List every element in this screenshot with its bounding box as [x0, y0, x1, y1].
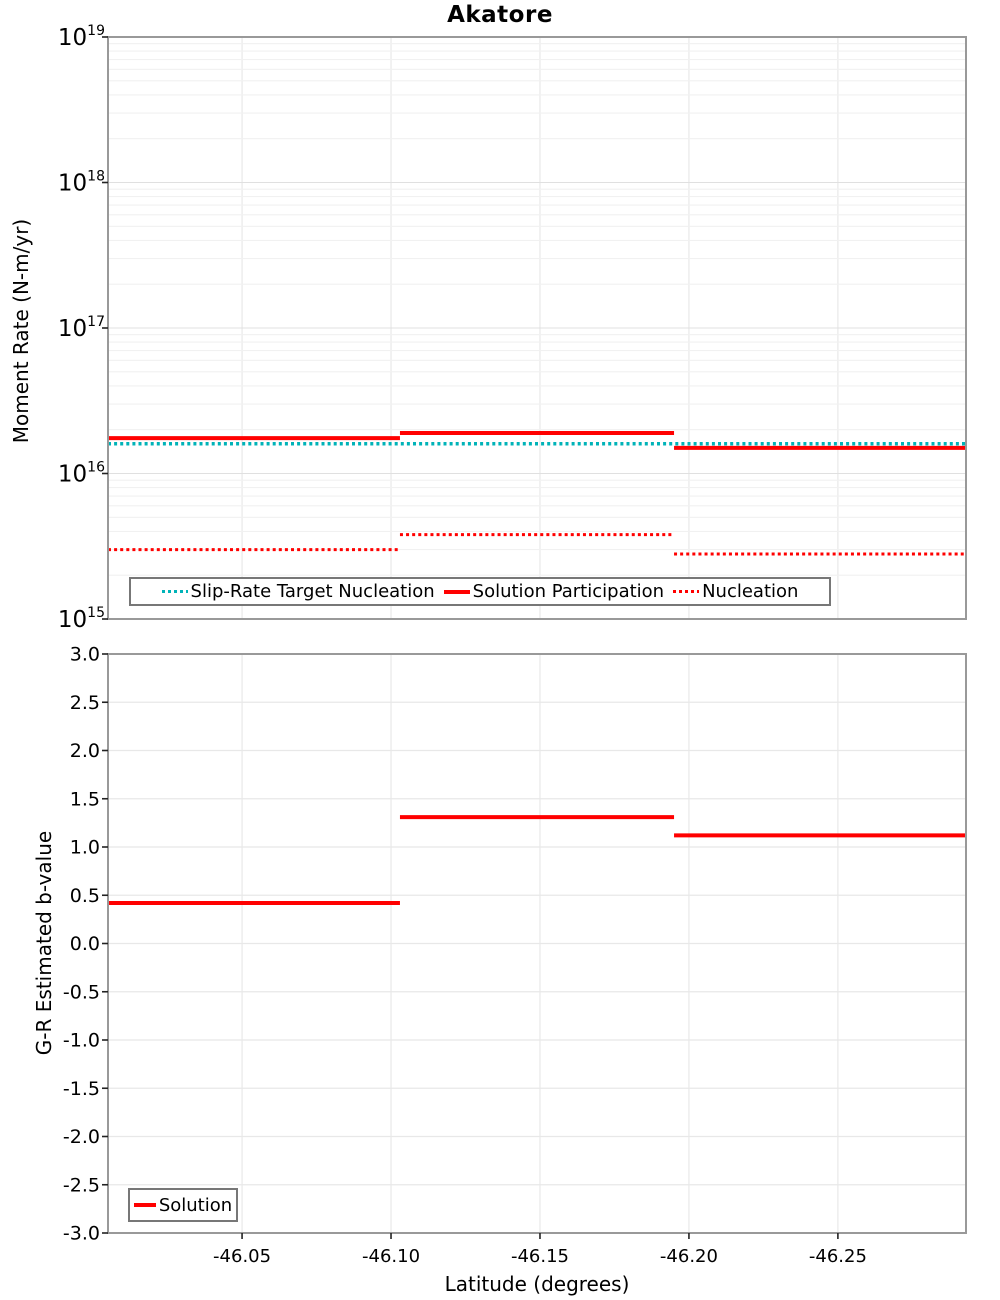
- y-tick-label: 2.0: [70, 740, 100, 762]
- y-tick-label: -1.5: [63, 1078, 100, 1100]
- moment-rate-series: [108, 430, 966, 556]
- horizontal-gridlines: [108, 701, 966, 1186]
- y-tick-label: 1017: [58, 314, 105, 342]
- x-axis-label-latitude: Latitude (degrees): [444, 1272, 630, 1296]
- axis-ticks-and-labels: 1019 1018 1017 1016 1015: [58, 23, 108, 633]
- horizontal-gridlines: [108, 43, 966, 576]
- series-solution-participation: [108, 430, 966, 450]
- x-tick-label: -46.10: [362, 1246, 420, 1267]
- moment-rate-plot: 1019 1018 1017 1016 1015: [58, 23, 967, 633]
- x-tick-label: -46.15: [511, 1246, 569, 1267]
- legend-label: Slip-Rate Target Nucleation: [190, 581, 435, 602]
- chart-title: Akatore: [447, 2, 553, 28]
- legend-label: Nucleation: [702, 581, 799, 602]
- y-tick-label: 1.5: [70, 788, 100, 810]
- legend-b-value: Solution: [128, 1188, 238, 1222]
- y-axis-label-moment-rate: Moment Rate (N-m/yr): [9, 218, 33, 444]
- y-tick-label: 0.0: [70, 933, 100, 955]
- legend-item-solution-participation: Solution Participation: [443, 581, 665, 602]
- b-value-plot: 3.0 2.5 2.0 1.5 1.0 0.5 0.0 -0.5 -1.0 -1.5 -2.0 -2.…: [63, 644, 967, 1268]
- x-tick-label: -46.20: [660, 1246, 718, 1267]
- legend-item-solution: Solution: [133, 1194, 233, 1216]
- b-value-series: [108, 815, 966, 905]
- axis-ticks-and-labels: 3.0 2.5 2.0 1.5 1.0 0.5 0.0 -0.5 -1.0 -1.5 -2.0 -2.…: [63, 644, 867, 1268]
- y-tick-label: 3.0: [70, 644, 100, 666]
- y-tick-label: -0.5: [63, 981, 100, 1003]
- y-tick-label: 1019: [58, 23, 105, 51]
- y-tick-label: 0.5: [70, 885, 100, 907]
- x-tick-label: -46.05: [213, 1246, 271, 1267]
- x-tick-label: -46.25: [809, 1246, 867, 1267]
- y-tick-label: 2.5: [70, 692, 100, 714]
- legend-item-slip-rate-target: Slip-Rate Target Nucleation: [161, 581, 435, 602]
- y-tick-label: -1.0: [63, 1030, 100, 1052]
- series-solution: [108, 815, 966, 905]
- legend-moment-rate: Slip-Rate Target Nucleation Solution Par…: [129, 577, 831, 606]
- y-tick-label: 1016: [58, 460, 105, 488]
- red-dotted-line-swatch-icon: [673, 590, 700, 593]
- y-tick-label: 1015: [58, 605, 105, 633]
- series-nucleation: [108, 533, 966, 556]
- y-tick-label: -2.0: [63, 1126, 100, 1148]
- y-axis-label-b-value: G-R Estimated b-value: [32, 830, 56, 1056]
- y-tick-label: -3.0: [63, 1223, 100, 1245]
- legend-label: Solution Participation: [472, 581, 665, 602]
- y-tick-label: 1.0: [70, 837, 100, 859]
- y-tick-label: 1018: [58, 169, 105, 197]
- red-solid-line-swatch-icon: [443, 589, 470, 594]
- red-solid-line-swatch-icon: [133, 1203, 156, 1207]
- teal-dotted-line-swatch-icon: [161, 590, 188, 593]
- legend-item-nucleation: Nucleation: [673, 581, 798, 602]
- y-tick-label: -2.5: [63, 1174, 100, 1196]
- legend-label: Solution: [158, 1194, 233, 1216]
